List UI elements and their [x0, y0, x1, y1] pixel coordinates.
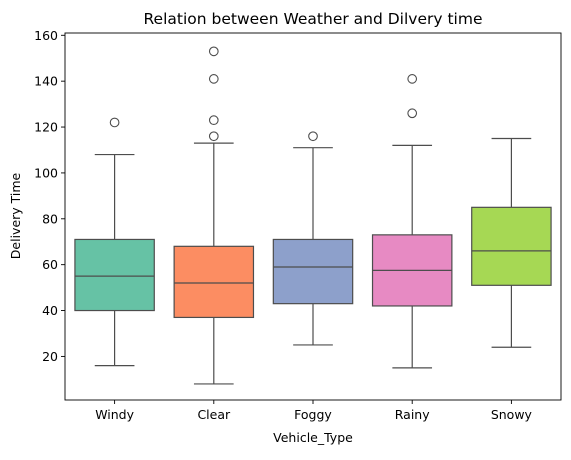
iqr-box [173, 245, 255, 319]
chart-title: Relation between Weather and Dilvery tim… [143, 10, 482, 28]
outlier-point [407, 74, 418, 84]
y-tick-label: 100 [34, 165, 58, 180]
y-tick-label: 80 [42, 211, 58, 226]
box-foggy [272, 131, 354, 346]
y-axis: 20 40 60 80 100 120 140 160 [34, 28, 65, 364]
y-tick-label: 60 [42, 257, 58, 272]
x-tick-label: Windy [95, 407, 134, 422]
x-axis-label: Vehicle_Type [273, 430, 353, 445]
outlier-point [208, 115, 219, 126]
outlier-point [407, 108, 418, 119]
outlier-point [308, 131, 318, 142]
box-clear [173, 46, 255, 385]
y-tick-label: 140 [34, 74, 58, 89]
box-rainy [371, 74, 453, 369]
y-tick-label: 120 [34, 120, 58, 135]
y-axis-label: Delivery Time [8, 172, 23, 259]
iqr-box [74, 238, 155, 312]
outlier-point [208, 74, 219, 84]
plot-area [74, 46, 552, 385]
iqr-box [471, 206, 552, 286]
outlier-point [208, 131, 219, 142]
iqr-box [272, 238, 354, 305]
y-tick-label: 40 [42, 303, 58, 318]
x-tick-label: Foggy [294, 407, 332, 422]
x-tick-label: Snowy [491, 407, 533, 422]
y-tick-label: 20 [42, 349, 58, 364]
x-axis: Windy Clear Foggy Rainy Snowy [95, 400, 533, 422]
outlier-point [109, 117, 120, 128]
x-tick-label: Clear [197, 407, 231, 422]
box-snowy [471, 137, 552, 348]
y-tick-label: 160 [34, 28, 58, 43]
outlier-point [208, 46, 219, 57]
x-tick-label: Rainy [395, 407, 430, 422]
box-windy [74, 117, 155, 367]
